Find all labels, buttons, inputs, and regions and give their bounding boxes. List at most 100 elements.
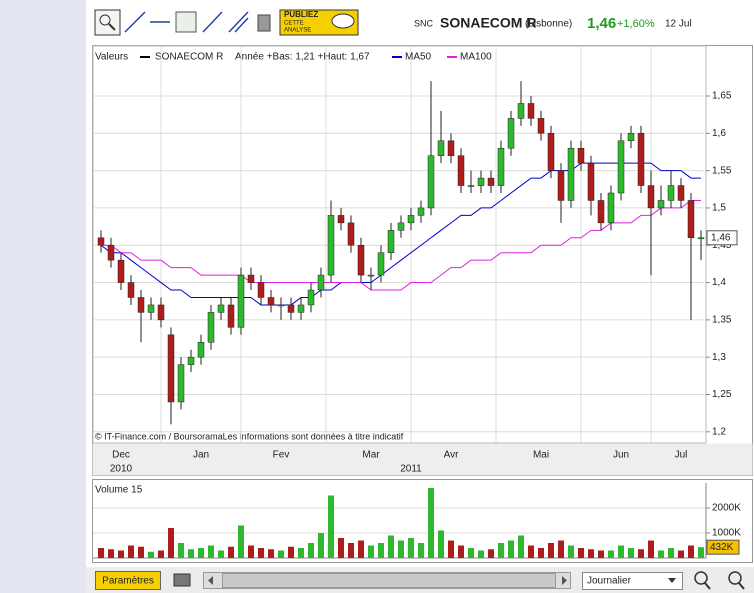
volume-bar [668, 548, 674, 558]
volume-bar [608, 550, 614, 558]
volume-bar [618, 545, 624, 558]
badge-text: ANALYSE [284, 28, 311, 34]
volume-bar [548, 543, 554, 558]
candle-body [467, 185, 475, 187]
candle-body [97, 237, 105, 246]
zoom-out[interactable] [694, 571, 708, 585]
candle-body [227, 304, 235, 328]
zoom-in [738, 582, 745, 590]
volume-bar [208, 545, 214, 558]
badge-text: CETTE [284, 21, 304, 27]
volume-bar [218, 550, 224, 558]
volume-bar [278, 550, 284, 558]
x-tick-label: Avr [444, 450, 459, 461]
candle-body [577, 147, 585, 164]
candle-body [407, 215, 415, 224]
badge-bubble [331, 13, 355, 29]
volume-bar [458, 545, 464, 558]
tool-line[interactable] [124, 11, 146, 33]
candle-body [437, 140, 445, 156]
params-label: Paramètres [102, 576, 154, 587]
tool-icon [99, 14, 111, 26]
moving-average [100, 162, 701, 306]
volume-bar [138, 546, 144, 558]
candle-body [297, 304, 305, 313]
candle-body [477, 177, 485, 186]
volume-bar [598, 550, 604, 558]
y-tick-label: 1,4 [712, 277, 726, 288]
scroll-left[interactable] [208, 576, 213, 585]
tool-zoom[interactable] [94, 9, 121, 36]
candle-body [117, 259, 125, 283]
candle-body [347, 222, 355, 246]
candle-body [507, 118, 515, 149]
volume-bar [688, 545, 694, 558]
candle-body [427, 155, 435, 209]
volume-bar [338, 538, 344, 558]
select-arrow [668, 578, 676, 583]
tool-parallel[interactable] [228, 11, 249, 33]
instrument-change: +1,60% [617, 18, 655, 30]
params-button[interactable] [95, 571, 161, 590]
y-tick-label: 1,25 [712, 389, 732, 400]
candle-body [277, 304, 285, 307]
scroll-right[interactable] [562, 576, 567, 585]
candle-body [187, 356, 195, 365]
tool-channel[interactable] [202, 11, 223, 33]
candle-body [307, 289, 315, 306]
volume-bar [528, 545, 534, 558]
volume-bar [168, 528, 174, 558]
scroll-thumb[interactable] [222, 573, 556, 588]
volume-bar [448, 540, 454, 558]
volume-bar [408, 538, 414, 558]
candle-body [127, 282, 135, 298]
volume-bar [308, 543, 314, 558]
tool-trash[interactable] [257, 14, 271, 32]
zoom-out [704, 582, 711, 590]
candle-body [267, 297, 275, 306]
x-tick-label: Jun [613, 450, 629, 461]
instrument-market: (Lisbonne) [525, 19, 572, 30]
period-label: Journalier [587, 576, 632, 587]
volume-bar [368, 545, 374, 558]
tool-fibo[interactable] [175, 11, 197, 33]
zoom-in[interactable] [728, 571, 742, 585]
volume-bar [228, 546, 234, 558]
candle-body [157, 304, 165, 321]
volume-bar [658, 550, 664, 558]
instrument-date: 12 Jul [665, 19, 692, 30]
candle-body [527, 103, 535, 119]
y-tick-label: 1,5 [712, 203, 726, 214]
volume-bar [628, 548, 634, 558]
candle-body [637, 133, 645, 186]
x-year-label: 2011 [400, 464, 422, 475]
volume-bar [158, 550, 164, 558]
volume-bar [438, 530, 444, 558]
candle-body [557, 170, 565, 201]
volume-bar [588, 549, 594, 558]
volume-bar [348, 543, 354, 558]
candle-body [697, 237, 705, 240]
candle-body [137, 297, 145, 313]
candle-body [237, 274, 245, 328]
candle-body [217, 304, 225, 313]
volume-bar [468, 548, 474, 558]
badge-text: PUBLIEZ [284, 10, 318, 19]
candle-body [537, 118, 545, 134]
print-icon[interactable] [173, 573, 191, 587]
candle-body [567, 147, 575, 201]
candle-body [367, 274, 375, 277]
candle-body [197, 342, 205, 358]
candle-body [177, 364, 185, 403]
volume-bar [148, 551, 154, 558]
volume-title: Volume 15 [95, 485, 143, 496]
y-tick-label: 1,3 [712, 352, 726, 363]
volume-bar [268, 549, 274, 558]
period-select[interactable] [582, 572, 683, 590]
x-axis-band [92, 443, 753, 476]
plot-area [92, 45, 707, 444]
volume-bar [578, 548, 584, 558]
candle-body [667, 185, 675, 201]
toolbar: PUBLIEZ CETTE ANALYSE SNC SONAECOM R (Li… [94, 9, 692, 36]
